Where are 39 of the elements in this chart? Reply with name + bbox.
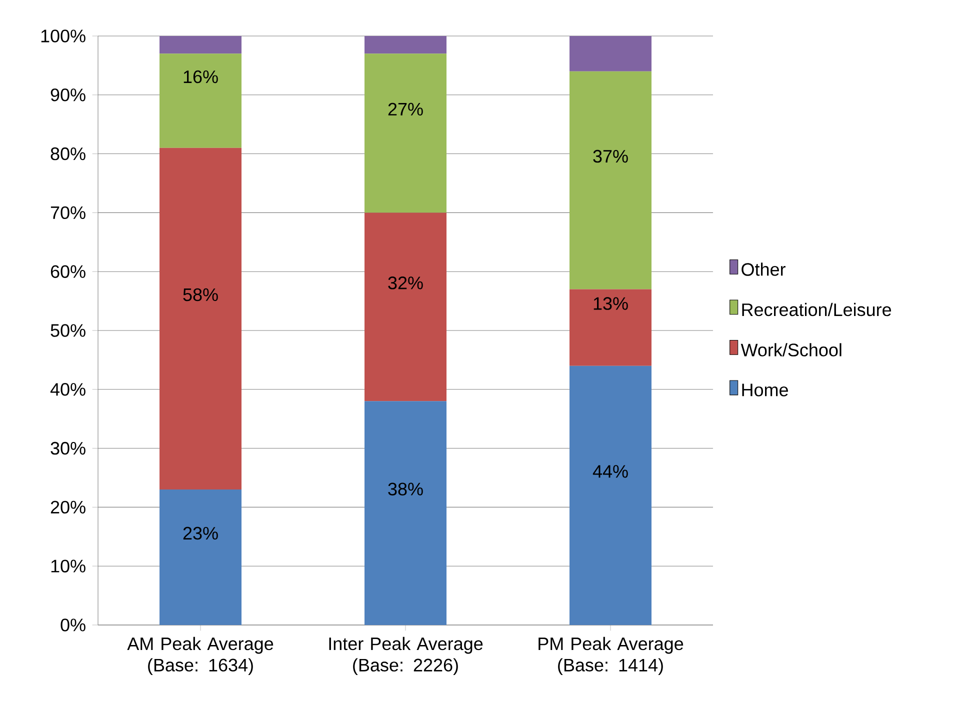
- x-tick-label: Inter Peak Average (Base: 2226): [329, 636, 483, 676]
- bar: [364, 54, 446, 213]
- data-label: 27%: [388, 102, 423, 116]
- legend-label: Work/School: [740, 343, 842, 356]
- y-tick-label: 10%: [51, 560, 86, 572]
- y-tick-label: 20%: [50, 500, 86, 514]
- x-tick-label: PM Peak Average (Base: 1414): [538, 636, 684, 676]
- y-tick-label: 30%: [50, 442, 86, 455]
- data-label: 23%: [183, 526, 218, 540]
- bar: [570, 289, 652, 366]
- bar: [570, 71, 652, 290]
- data-label: 44%: [592, 465, 628, 478]
- y-tick-label: 100%: [41, 30, 86, 42]
- data-label: 38%: [388, 482, 423, 496]
- y-tick-label: 0%: [60, 618, 86, 632]
- y-tick-label: 80%: [50, 147, 86, 160]
- bar: [570, 36, 652, 72]
- bar: [570, 366, 652, 625]
- legend-label: Other: [742, 262, 786, 276]
- data-label: 32%: [388, 276, 423, 290]
- bar: [364, 36, 446, 54]
- y-tick-label: 90%: [50, 88, 86, 102]
- y-tick-label: 40%: [50, 383, 86, 396]
- data-label: 58%: [183, 288, 218, 302]
- data-label: 37%: [593, 150, 628, 163]
- data-label: 13%: [594, 297, 628, 310]
- bar: [160, 36, 242, 54]
- y-tick-label: 60%: [50, 265, 86, 278]
- bar: [160, 148, 242, 490]
- legend-label: Recreation/Leisure: [742, 302, 892, 316]
- bar: [160, 490, 242, 625]
- y-tick-label: 70%: [50, 206, 86, 220]
- x-tick-label: AM Peak Average (Base: 1634): [127, 636, 274, 676]
- legend-label: Home: [742, 384, 788, 396]
- bar: [160, 54, 242, 148]
- y-tick-label: 50%: [50, 324, 86, 337]
- data-label: 16%: [184, 70, 218, 84]
- bar: [364, 401, 446, 625]
- bar: [364, 212, 446, 402]
